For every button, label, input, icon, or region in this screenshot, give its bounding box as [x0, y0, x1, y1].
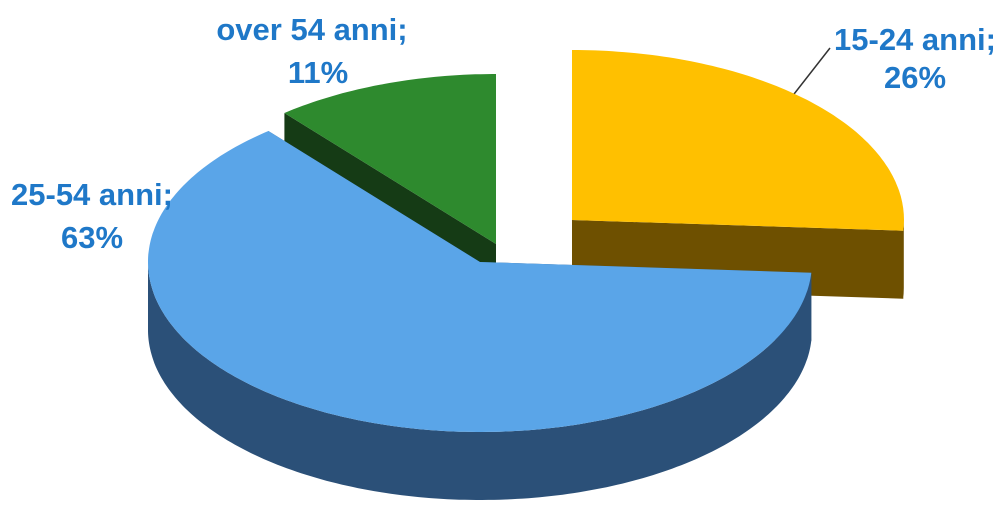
- slice-side: [148, 263, 812, 500]
- data-label-category: 15-24 anni;: [834, 22, 996, 57]
- data-label-value: 26%: [884, 60, 946, 95]
- slice-side: [903, 220, 904, 297]
- data-label-value: 11%: [288, 55, 348, 90]
- data-label-category: over 54 anni;: [216, 12, 407, 47]
- slice: [572, 50, 904, 231]
- data-label-category: 25-54 anni;: [11, 177, 173, 212]
- data-label-value: 63%: [61, 220, 123, 255]
- slice: [148, 131, 812, 432]
- slice: [284, 74, 496, 244]
